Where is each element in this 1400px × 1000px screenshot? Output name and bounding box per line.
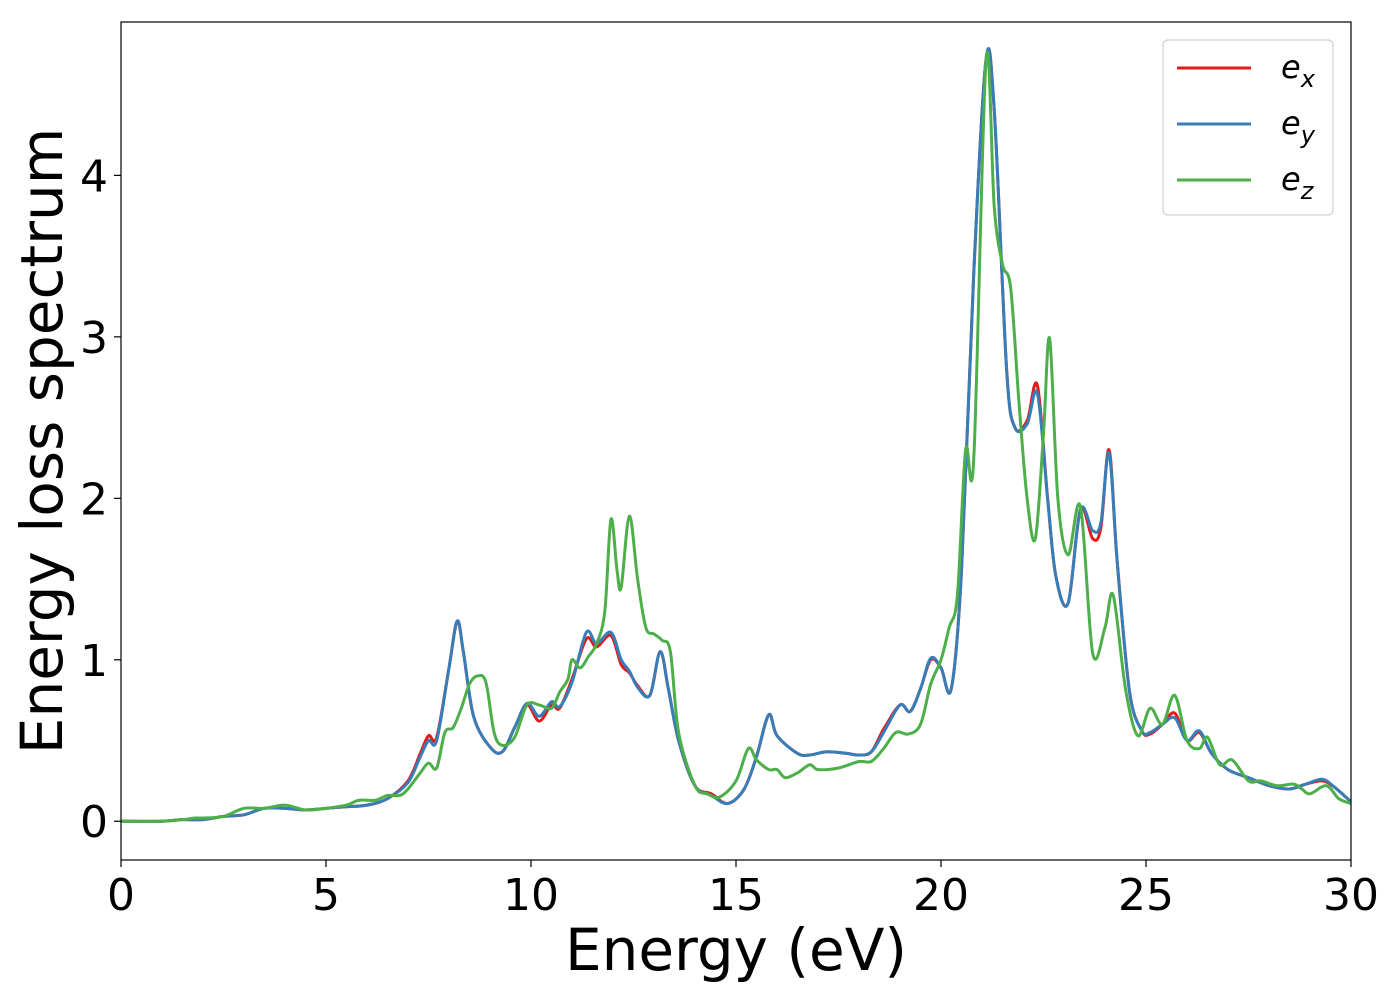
x-tick-label: 0 <box>107 870 135 921</box>
y-tick-label: 1 <box>80 636 108 687</box>
x-axis-label: Energy (eV) <box>565 916 907 984</box>
x-tick-label: 15 <box>708 870 764 921</box>
x-tick-label: 20 <box>913 870 969 921</box>
legend-label-x: ex <box>1281 48 1316 93</box>
x-tick-label: 5 <box>312 870 340 921</box>
legend-label-z: ez <box>1281 160 1315 205</box>
y-axis-label: Energy loss spectrum <box>8 128 76 754</box>
y-tick-label: 3 <box>80 313 108 364</box>
y-tick-label: 4 <box>80 151 108 202</box>
series-line-y <box>121 47 1351 823</box>
series-line-z <box>121 50 1351 823</box>
x-tick-label: 25 <box>1118 870 1174 921</box>
y-tick-label: 0 <box>80 797 108 848</box>
legend-box <box>1162 39 1334 216</box>
y-axis-ticks: 0 1 2 3 4 <box>80 151 121 848</box>
x-axis-ticks: 0 5 10 15 20 25 30 <box>107 860 1379 921</box>
plot-frame <box>120 21 1352 861</box>
legend-label-y: ey <box>1281 104 1316 149</box>
x-tick-label: 10 <box>503 870 559 921</box>
legend: ex ey ez <box>1162 39 1334 216</box>
x-tick-label: 30 <box>1323 870 1379 921</box>
plot-lines <box>121 47 1351 823</box>
y-tick-label: 2 <box>80 474 108 525</box>
